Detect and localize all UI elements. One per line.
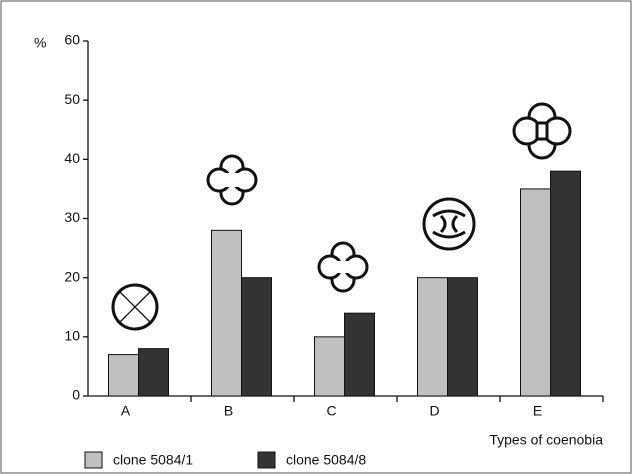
- legend-swatch: [85, 452, 102, 468]
- y-tick-label: 0: [72, 387, 80, 403]
- bar: [139, 349, 169, 396]
- y-tick-label: 40: [64, 150, 80, 166]
- icon-d: [424, 199, 474, 249]
- x-axis-title: Types of coenobia: [489, 432, 603, 448]
- y-tick-label: 10: [64, 328, 80, 344]
- bar: [521, 189, 551, 396]
- x-tick-label: E: [533, 403, 542, 419]
- y-tick-label: 20: [64, 268, 80, 284]
- y-tick-label: 30: [64, 209, 80, 225]
- y-unit: %: [34, 35, 46, 51]
- x-tick-label: B: [224, 403, 233, 419]
- bar: [212, 230, 242, 396]
- bar: [448, 278, 478, 396]
- y-tick-label: 50: [64, 91, 80, 107]
- x-tick-label: C: [326, 403, 336, 419]
- legend-label: clone 5084/1: [113, 452, 193, 468]
- x-tick-label: A: [121, 403, 131, 419]
- bar: [551, 171, 581, 396]
- bar: [345, 313, 375, 396]
- icon-a: [113, 285, 157, 329]
- y-tick-label: 60: [64, 32, 80, 48]
- bar: [242, 278, 272, 396]
- legend-swatch: [258, 452, 275, 468]
- bar: [418, 278, 448, 396]
- x-tick-label: D: [429, 403, 439, 419]
- legend-label: clone 5084/8: [286, 452, 366, 468]
- chart: % Types of coenobia 0 10 20 30 40 50 60 A B C D Ecl…: [0, 0, 632, 474]
- bar: [315, 337, 345, 396]
- bar: [109, 355, 139, 396]
